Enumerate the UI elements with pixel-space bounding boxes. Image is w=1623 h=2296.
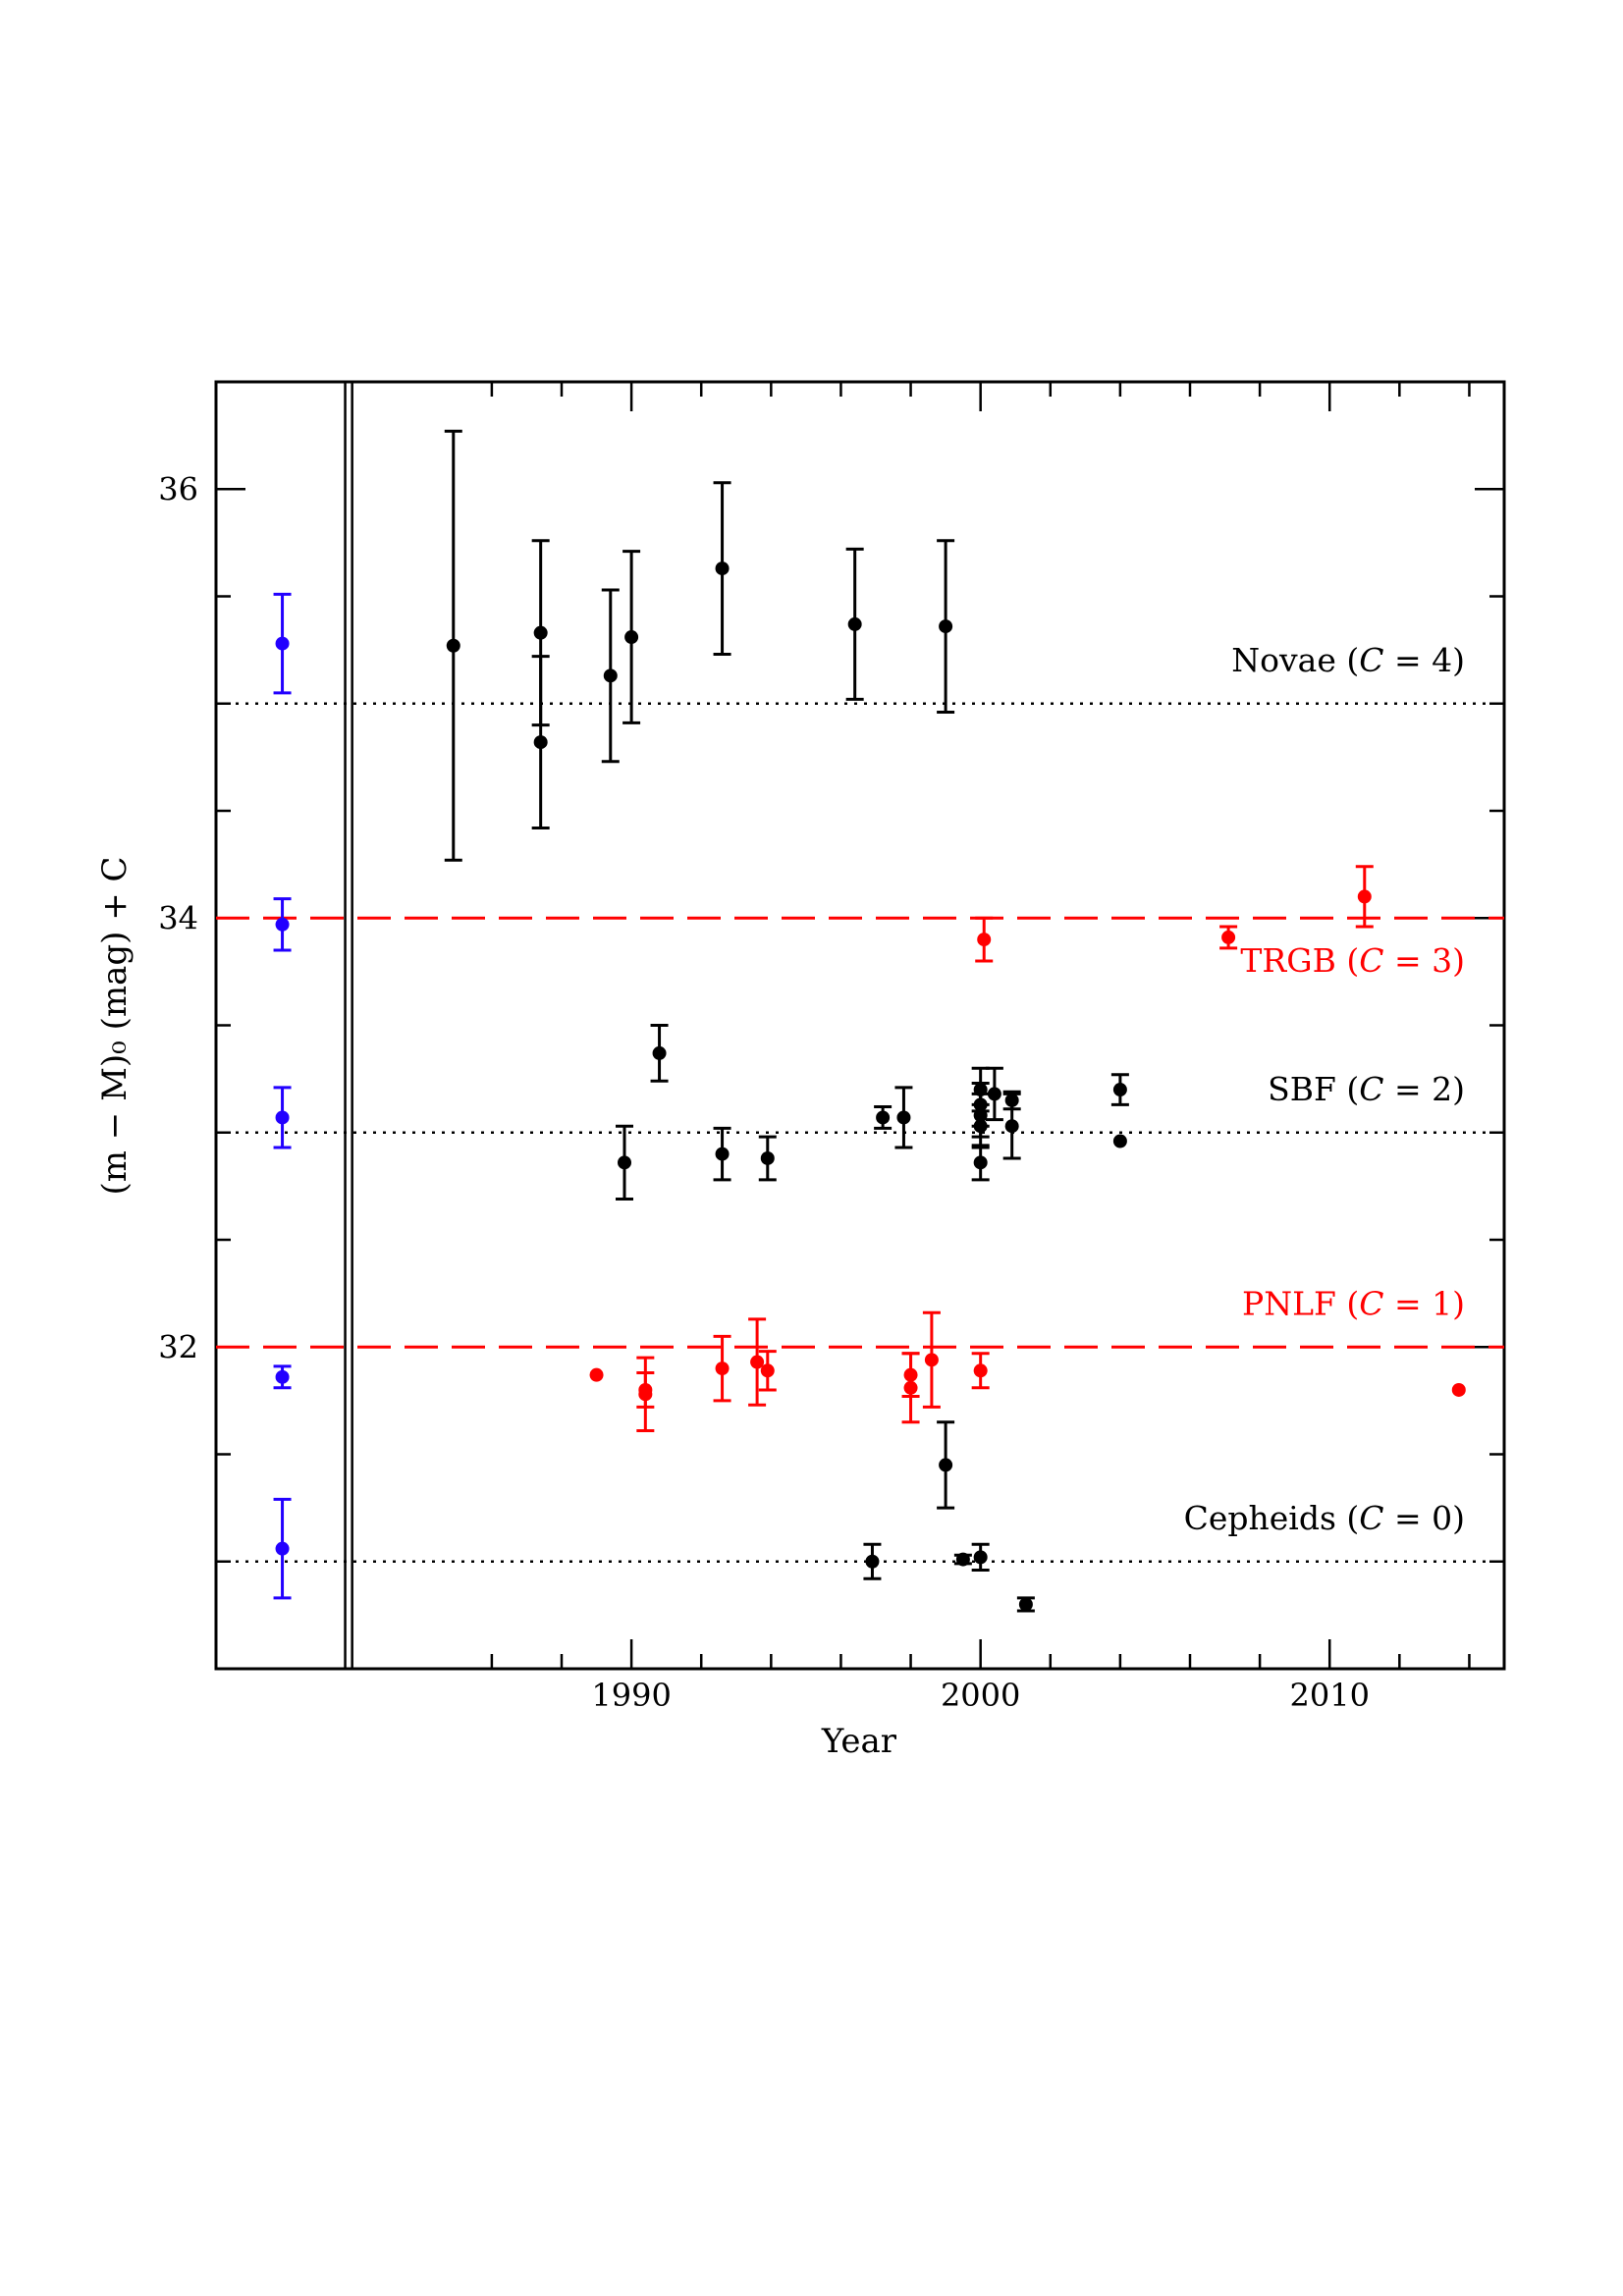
cepheids-point [865, 1554, 880, 1569]
cepheids-point [939, 1458, 953, 1472]
method-labels-group: Novae (C = 4) TRGB (C = 3) SBF (C = 2) PNLF… [1184, 641, 1465, 1537]
plot-frame [214, 380, 1506, 1671]
sbf-point [1112, 1083, 1127, 1097]
novae-point [533, 625, 548, 640]
x-tick-label: 2000 [941, 1677, 1020, 1714]
method-label-cepheids: Cepheids (C = 0) [1184, 1499, 1465, 1537]
pnlf-point [924, 1353, 939, 1367]
sbf-point [760, 1150, 775, 1165]
pnlf-point [638, 1387, 653, 1402]
novae-point [624, 630, 639, 645]
novae-point [533, 735, 548, 750]
sbf-point [896, 1110, 911, 1125]
sbf-point [1112, 1134, 1127, 1148]
sbf-point [652, 1045, 667, 1060]
summary-point [275, 917, 290, 932]
method-label-sbf: SBF (C = 2) [1268, 1070, 1465, 1108]
sbf-point [1004, 1119, 1019, 1134]
sbf-point [618, 1155, 631, 1170]
sbf-point [715, 1147, 730, 1161]
novae-point [847, 616, 862, 631]
summary-point [275, 1541, 290, 1556]
method-label-novae: Novae (C = 4) [1231, 641, 1465, 679]
cepheids-point [973, 1550, 988, 1565]
x-tick-label: 1990 [591, 1677, 671, 1714]
x-tick-label: 2010 [1290, 1677, 1370, 1714]
summary-point [275, 1110, 290, 1125]
y-tick-label: 34 [158, 899, 198, 936]
pnlf-point [750, 1355, 765, 1369]
method-label-trgb: TRGB (C = 3) [1240, 941, 1465, 980]
novae-point [446, 638, 460, 653]
x-axis-label: Year [821, 1722, 897, 1761]
cepheids-point [955, 1552, 970, 1567]
pnlf-point [760, 1363, 775, 1378]
pnlf-point [589, 1367, 604, 1382]
trgb-point [977, 933, 992, 947]
method-label-pnlf: PNLF (C = 1) [1242, 1285, 1465, 1323]
novae-point [939, 619, 953, 634]
sbf-point [987, 1087, 1001, 1101]
pnlf-point [903, 1380, 918, 1395]
y-tick-label: 32 [158, 1328, 198, 1365]
pnlf-point [973, 1363, 988, 1378]
data-points-group [273, 429, 1466, 1613]
y-tick-label: 36 [158, 470, 198, 507]
trgb-point [1357, 889, 1372, 904]
pnlf-point [715, 1362, 730, 1376]
summary-point [275, 636, 290, 651]
pnlf-point [1451, 1382, 1466, 1397]
summary-point [275, 1369, 290, 1384]
novae-point [715, 561, 730, 576]
trgb-point [1221, 930, 1236, 944]
axis-ticks-group [216, 380, 1504, 1671]
novae-point [603, 668, 618, 683]
axis-text-group: 1990 2000 2010 32 34 36 Year (m − M)₀ (mag) + C [95, 470, 1370, 1761]
reference-lines-group [216, 702, 1504, 1563]
sbf-point [973, 1155, 988, 1170]
sbf-point [876, 1110, 891, 1125]
plot-frame-group [214, 380, 1506, 1671]
y-axis-label: (m − M)₀ (mag) + C [95, 856, 135, 1195]
cepheids-point [1018, 1597, 1033, 1612]
sbf-point [973, 1119, 988, 1134]
